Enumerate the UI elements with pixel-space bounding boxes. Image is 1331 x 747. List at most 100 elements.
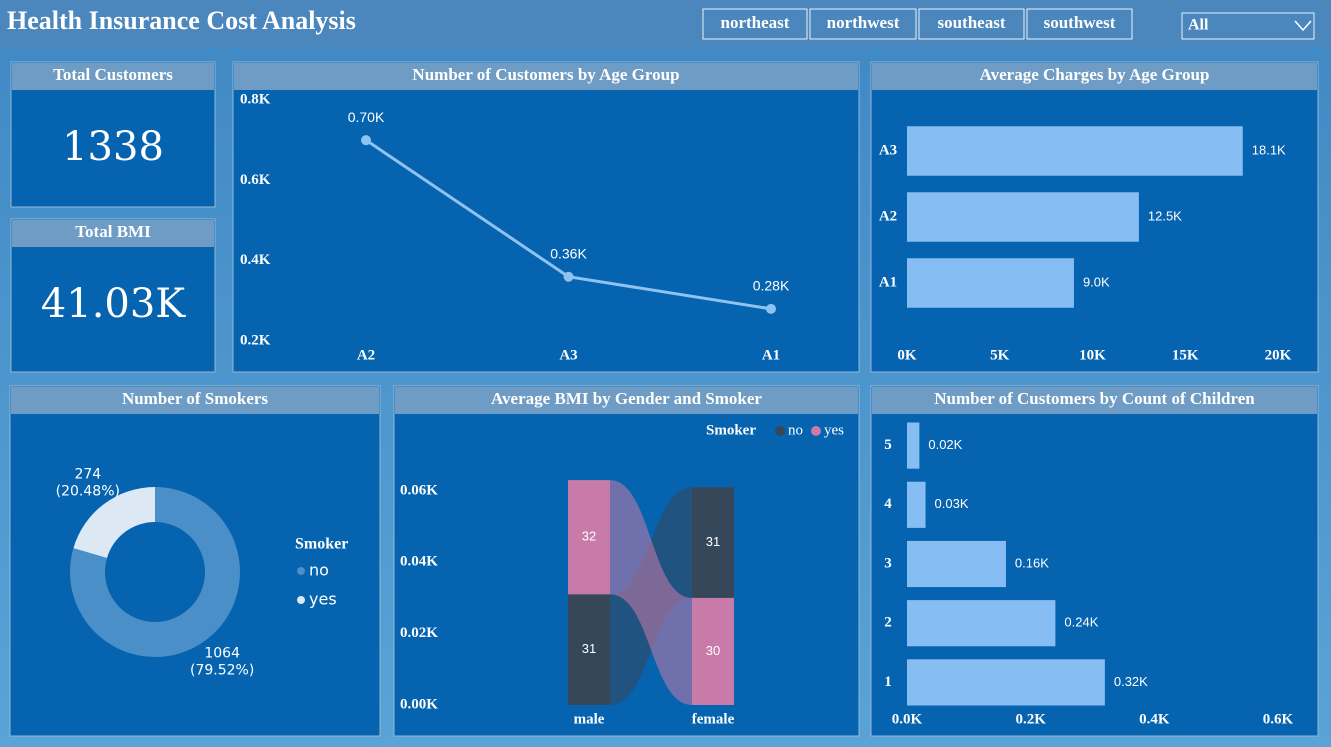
bar <box>907 126 1243 176</box>
slicer-label[interactable]: northeast <box>721 13 790 32</box>
point <box>361 135 371 146</box>
panel-title: Total BMI <box>75 222 151 241</box>
legend-title: Smoker <box>295 536 348 553</box>
slicer-label[interactable]: southeast <box>937 13 1005 32</box>
y-tick-label: 1 <box>884 674 892 690</box>
data-label: 0.32K <box>1114 674 1148 689</box>
y-tick-label: 0.04K <box>400 554 438 570</box>
data-label: 0.36K <box>550 245 587 261</box>
data-label: 274 <box>74 466 101 482</box>
data-label: 0.16K <box>1015 555 1049 570</box>
data-label: 0.02K <box>928 437 962 452</box>
dropdown[interactable]: All <box>1181 12 1315 40</box>
panel <box>232 61 860 373</box>
legend-marker <box>811 426 821 436</box>
data-label: 30 <box>706 643 720 658</box>
slice <box>70 487 240 658</box>
slicer-label[interactable]: southwest <box>1044 13 1116 32</box>
data-label: 31 <box>706 534 720 549</box>
dropdown-value[interactable]: All <box>1188 17 1209 34</box>
bar <box>907 422 920 469</box>
x-tick-label: 0.2K <box>1015 711 1046 727</box>
data-label: 18.1K <box>1252 142 1286 157</box>
y-tick-label: 0.8K <box>240 91 271 107</box>
panel-title: Number of Smokers <box>122 389 268 408</box>
legend-label: no <box>309 561 329 580</box>
data-label: 32 <box>582 529 596 544</box>
x-tick-label: male <box>574 711 605 727</box>
data-label: 0.24K <box>1064 615 1098 630</box>
y-tick-label: 4 <box>884 496 892 512</box>
panel-header <box>12 63 214 90</box>
bar <box>907 659 1105 706</box>
segment <box>692 597 734 705</box>
slicer-button[interactable] <box>918 8 1025 40</box>
legend-marker <box>297 567 305 575</box>
bar <box>907 192 1139 242</box>
point <box>563 271 574 282</box>
x-tick-label: female <box>692 711 735 727</box>
y-tick-label: 2 <box>884 615 892 631</box>
x-tick-label: 10K <box>1079 347 1106 363</box>
panel-header <box>234 63 858 90</box>
data-label: 12.5K <box>1148 208 1182 223</box>
x-tick-label: A3 <box>559 347 577 363</box>
bar <box>907 600 1056 647</box>
legend-label: yes <box>309 590 337 609</box>
x-tick-label: 5K <box>990 347 1010 363</box>
y-tick-label: 0.02K <box>400 625 438 641</box>
data-label: 0.70K <box>348 109 385 125</box>
y-tick-label: A1 <box>879 274 897 290</box>
legend-marker <box>297 596 305 604</box>
legend-title: Smoker <box>706 422 756 438</box>
data-label: 1064 <box>204 646 240 662</box>
segment <box>692 487 734 598</box>
slicer-button[interactable] <box>702 8 808 40</box>
x-tick-label: 0.4K <box>1139 711 1170 727</box>
kpi-value: 1338 <box>62 124 164 170</box>
segment <box>568 594 610 705</box>
bar <box>907 481 926 528</box>
bar <box>907 258 1074 308</box>
slice <box>73 487 155 558</box>
x-tick-label: 0.0K <box>892 711 923 727</box>
panel-header <box>872 387 1317 414</box>
dropdown-arrow[interactable] <box>1294 20 1312 32</box>
dropdown-box[interactable] <box>1181 12 1315 40</box>
y-tick-label: 0.4K <box>240 252 271 268</box>
point <box>766 303 776 314</box>
panel-title: Average Charges by Age Group <box>980 65 1210 84</box>
y-tick-label: 0.2K <box>240 332 271 348</box>
y-tick-label: A2 <box>879 208 897 224</box>
region-slicer: northeast northwest southeast southwest <box>702 8 1133 40</box>
bar <box>907 540 1006 588</box>
y-tick-label: 0.00K <box>400 696 438 712</box>
x-tick-label: A2 <box>357 347 375 363</box>
y-tick-label: 3 <box>884 555 892 571</box>
data-label: 9.0K <box>1083 274 1110 289</box>
panel-title: Number of Customers by Count of Children <box>934 389 1255 408</box>
legend-marker <box>775 426 785 436</box>
data-label-percent: (79.52%) <box>190 663 254 679</box>
x-tick-label: 0.6K <box>1263 711 1294 727</box>
x-tick-label: 20K <box>1265 347 1292 363</box>
legend-label: yes <box>824 422 844 438</box>
segment <box>568 480 610 595</box>
panel-title: Average BMI by Gender and Smoker <box>491 389 762 408</box>
y-tick-label: 0.06K <box>400 482 438 498</box>
panel-title: Number of Customers by Age Group <box>412 65 679 84</box>
page-title: Health Insurance Cost Analysis <box>7 6 356 35</box>
slicer-button[interactable] <box>809 8 917 40</box>
slicer-button[interactable] <box>1026 8 1133 40</box>
panel-header <box>12 220 214 247</box>
panel-header <box>395 387 858 414</box>
y-tick-label: 5 <box>884 437 892 453</box>
slicer-label[interactable]: northwest <box>827 13 900 32</box>
x-tick-label: 0K <box>897 347 917 363</box>
legend-label: no <box>788 422 803 438</box>
data-label: 0.03K <box>935 496 969 511</box>
y-tick-label: 0.6K <box>240 172 271 188</box>
data-label: 31 <box>582 641 596 656</box>
